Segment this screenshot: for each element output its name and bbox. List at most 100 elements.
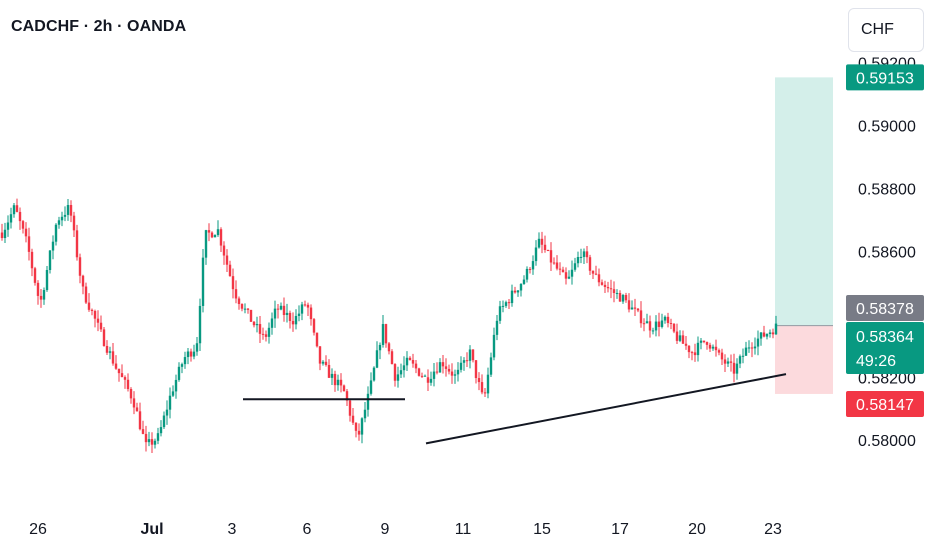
candle <box>381 315 385 348</box>
candle <box>6 215 10 237</box>
candle <box>459 356 463 373</box>
candle <box>408 356 412 361</box>
candle-body <box>738 356 742 364</box>
candle-body <box>282 305 286 316</box>
y-tick-label: 0.58200 <box>858 370 916 387</box>
previous-close-tag-bg <box>846 295 924 321</box>
candle-body <box>294 315 298 325</box>
candle-body <box>393 364 397 381</box>
candle <box>15 198 19 213</box>
candle <box>255 316 259 333</box>
candle-body <box>6 222 10 230</box>
candle <box>369 372 373 396</box>
x-tick-label: 3 <box>228 521 237 538</box>
candle <box>306 302 310 317</box>
candle <box>513 286 517 294</box>
candle-body <box>348 400 352 416</box>
candle <box>165 400 169 425</box>
candle-body <box>759 332 763 339</box>
candle-body <box>291 320 295 325</box>
candle-body <box>180 364 184 367</box>
candle-body <box>687 345 691 353</box>
currency-button[interactable]: CHF <box>848 8 924 52</box>
candle <box>441 355 445 374</box>
candle <box>549 242 553 271</box>
candle <box>333 370 337 392</box>
candle <box>522 275 526 285</box>
candle-body <box>84 286 88 303</box>
candle-body <box>582 251 586 257</box>
candle <box>666 312 670 328</box>
candle <box>597 268 601 287</box>
candle <box>18 207 22 230</box>
candle <box>630 300 634 310</box>
candle <box>402 356 406 378</box>
candle <box>537 232 541 249</box>
candle-body <box>483 392 487 394</box>
y-tick-label: 0.58600 <box>858 244 916 261</box>
candle-body <box>69 205 73 216</box>
candle <box>696 336 700 362</box>
candle-body <box>609 288 613 290</box>
candle <box>363 401 367 423</box>
candle <box>588 254 592 276</box>
candle <box>39 289 43 308</box>
candle-body <box>468 349 472 361</box>
candle-body <box>261 333 265 335</box>
x-tick-label: 20 <box>688 521 706 538</box>
candle-body <box>591 270 595 274</box>
candle-body <box>771 332 775 335</box>
candle <box>606 281 610 293</box>
candle-body <box>756 338 760 347</box>
candle-body <box>246 308 250 310</box>
y-tick-label: 0.58800 <box>858 181 916 198</box>
profit-zone <box>775 77 833 326</box>
candle <box>33 266 37 286</box>
candle <box>72 211 76 238</box>
candle <box>192 344 196 360</box>
candle-body <box>486 374 490 394</box>
candle <box>765 333 769 340</box>
candle-body <box>0 232 4 239</box>
candle-body <box>240 304 244 309</box>
candle-body <box>684 343 688 346</box>
candle <box>672 322 676 334</box>
candle <box>576 251 580 268</box>
candle <box>540 231 544 254</box>
candle <box>735 358 739 380</box>
candle <box>114 355 118 370</box>
candle-body <box>606 287 610 289</box>
candle <box>270 312 274 335</box>
candle-body <box>129 389 133 399</box>
candle <box>126 373 130 392</box>
candle-body <box>765 333 769 337</box>
candle-body <box>417 368 421 376</box>
candle-body <box>141 429 145 434</box>
candle <box>324 355 328 367</box>
candle-body <box>168 395 172 410</box>
candle-body <box>270 318 274 328</box>
candle-body <box>279 305 283 310</box>
candle-body <box>642 323 646 325</box>
candle <box>495 315 499 341</box>
candle-body <box>516 290 520 293</box>
candle-body <box>675 331 679 341</box>
candle <box>3 222 7 244</box>
candle <box>405 351 409 372</box>
candle-body <box>543 244 547 251</box>
candle-body <box>318 346 322 364</box>
candle <box>180 362 184 374</box>
chart-title: CADCHF · 2h · OANDA <box>11 18 187 35</box>
candle <box>429 371 433 386</box>
candle <box>345 389 349 407</box>
candle <box>501 300 505 313</box>
candle-body <box>597 274 601 283</box>
x-tick-label: 11 <box>455 521 472 538</box>
candle-body <box>564 272 568 279</box>
candle <box>762 325 766 338</box>
candle-body <box>588 257 592 271</box>
candle-body <box>30 251 34 269</box>
candle-body <box>99 322 103 330</box>
candle-body <box>594 273 598 275</box>
